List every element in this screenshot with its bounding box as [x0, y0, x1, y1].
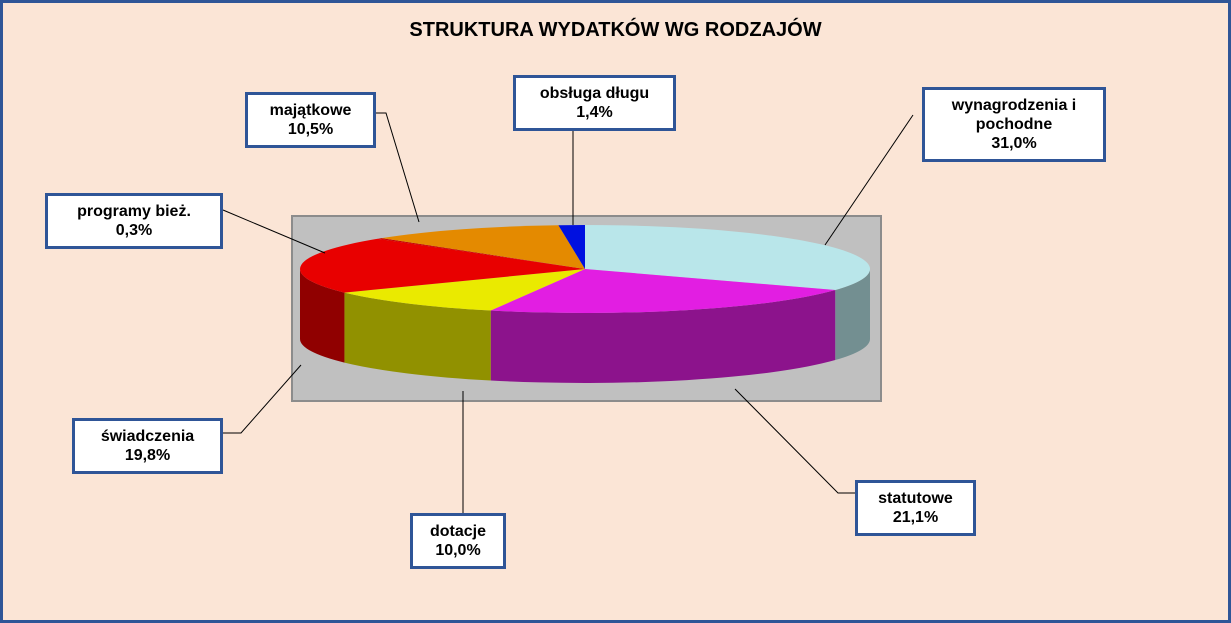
label-value: 19,8% [124, 447, 171, 464]
label-value: 10,0% [435, 542, 481, 559]
data-label: obsługa długu 1,4% [513, 75, 676, 131]
data-label: majątkowe 10,5% [245, 92, 376, 148]
leader-line [824, 114, 914, 246]
label-category: programy bież. [77, 203, 191, 220]
label-value: 31,0% [991, 135, 1037, 152]
label-value: 1,4% [576, 104, 613, 121]
slice [344, 269, 585, 311]
leader-line [734, 388, 855, 494]
label-value: 21,1% [892, 509, 939, 526]
slice [585, 225, 870, 291]
plot [222, 112, 914, 513]
chart-title: STRUKTURA WYDATKÓW WG RODZAJÓW [409, 19, 822, 41]
label-value: 0,3% [115, 222, 153, 239]
label-category: świadczenia [100, 428, 195, 445]
leader-line [376, 112, 420, 223]
slice [300, 238, 585, 293]
slice [558, 225, 585, 269]
label-value: 10,5% [287, 121, 334, 138]
data-label: programy bież. 0,3% [45, 193, 223, 249]
slice [381, 225, 585, 269]
label-category: dotacje [429, 523, 486, 540]
data-label: dotacje 10,0% [410, 513, 506, 569]
label-category: obsługa długu [539, 85, 650, 102]
slice [490, 269, 836, 313]
slice-side [300, 269, 345, 363]
slice-side [344, 292, 491, 381]
data-label: świadczenia 19,8% [72, 418, 223, 474]
label-category: statutowe [878, 490, 953, 507]
slice-side [835, 269, 871, 361]
slice [377, 238, 585, 269]
data-label: wynagrodzenia i pochodne 31,0% [922, 87, 1106, 162]
data-label: statutowe 21,1% [855, 480, 976, 536]
leader-line [222, 209, 326, 254]
leader-line [223, 364, 302, 434]
slice-side [490, 290, 836, 383]
label-category: wynagrodzenia i pochodne [951, 97, 1077, 133]
label-category: majątkowe [269, 102, 352, 119]
